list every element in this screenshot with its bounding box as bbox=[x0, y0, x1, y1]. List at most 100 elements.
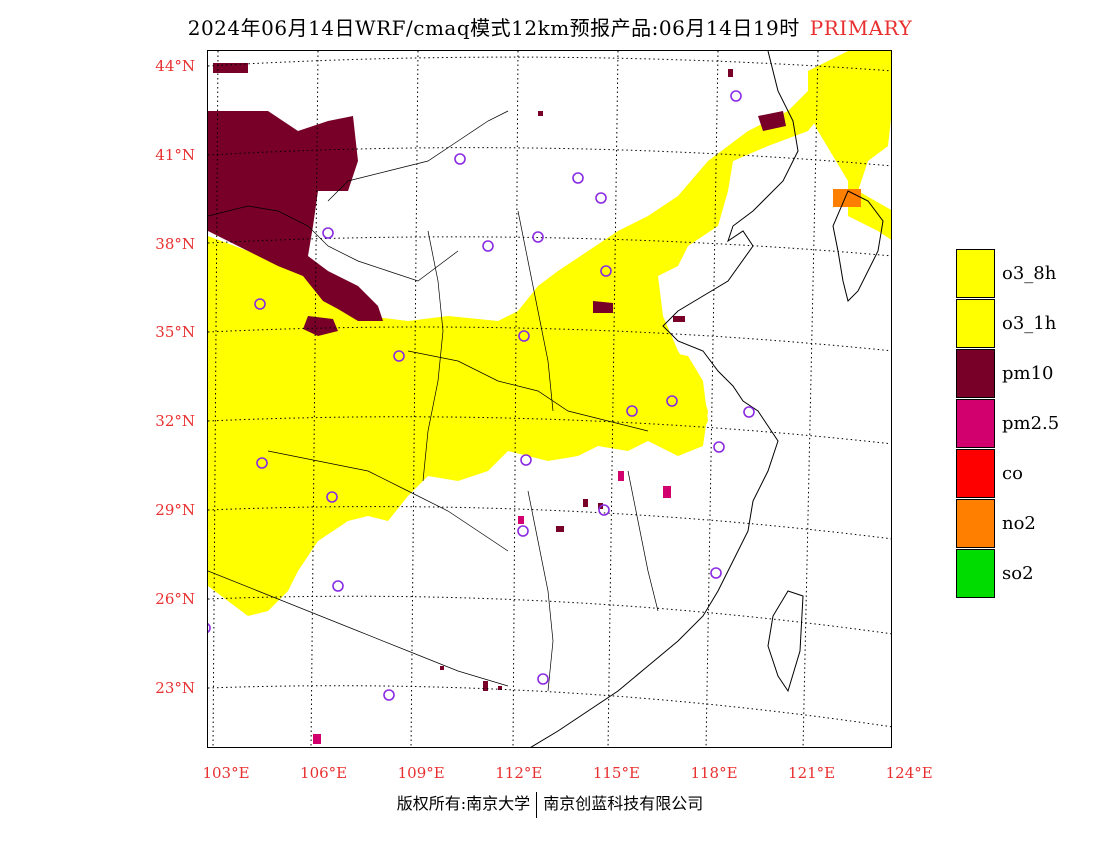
station-icon bbox=[326, 491, 338, 503]
lon-line bbox=[212, 51, 219, 747]
station-icon bbox=[393, 350, 405, 362]
lon-line bbox=[310, 51, 319, 747]
o3-region bbox=[208, 51, 891, 616]
legend-swatch bbox=[956, 499, 995, 548]
coast-main bbox=[530, 51, 799, 747]
legend-item-pm10: pm10 bbox=[956, 349, 1096, 399]
lon-line bbox=[705, 51, 719, 747]
station-icon bbox=[710, 567, 722, 579]
lon-label: 124°E bbox=[885, 764, 933, 782]
border bbox=[517, 210, 554, 412]
footer-right: 南京创蓝科技有限公司 bbox=[543, 794, 704, 813]
province-borders bbox=[208, 110, 659, 692]
coast-korea bbox=[832, 190, 884, 302]
o3-jiangsu bbox=[658, 351, 708, 446]
legend-label: no2 bbox=[1002, 513, 1036, 534]
pm10-cell bbox=[673, 316, 685, 322]
pm10-cell bbox=[498, 686, 502, 690]
station-icon bbox=[208, 623, 211, 633]
lon-line bbox=[802, 51, 819, 747]
pm25-cell bbox=[663, 486, 671, 498]
station-icon bbox=[713, 441, 725, 453]
lon-label: 106°E bbox=[300, 764, 348, 782]
lon-label: 103°E bbox=[202, 764, 250, 782]
no2-cell bbox=[833, 189, 861, 207]
station-icon bbox=[537, 673, 549, 685]
station-icon bbox=[517, 525, 529, 537]
station-icon bbox=[743, 406, 755, 418]
pm10-dalian bbox=[758, 111, 786, 131]
border bbox=[208, 205, 459, 282]
title-tag: PRIMARY bbox=[809, 16, 913, 40]
o3-west-main bbox=[208, 51, 868, 616]
pm25-cell bbox=[518, 516, 524, 524]
map-title: 2024年06月14日WRF/cmaq模式12km预报产品:06月14日19时 P… bbox=[0, 12, 1100, 41]
station-markers bbox=[208, 90, 755, 701]
station-icon bbox=[666, 395, 678, 407]
station-icon bbox=[595, 192, 607, 204]
lon-line bbox=[410, 51, 419, 747]
legend-item-no2: no2 bbox=[956, 499, 1096, 549]
legend-label: pm10 bbox=[1002, 363, 1054, 384]
station-icon bbox=[454, 153, 466, 165]
station-icon bbox=[482, 240, 494, 252]
border bbox=[422, 230, 444, 482]
pm10-lanzhou bbox=[303, 316, 338, 336]
border bbox=[627, 470, 659, 612]
legend-swatch bbox=[956, 449, 995, 498]
coastline bbox=[530, 51, 884, 747]
footer-left: 版权所有:南京大学 bbox=[396, 794, 531, 813]
lon-line bbox=[607, 51, 619, 747]
legend-item-so2: so2 bbox=[956, 549, 1096, 599]
legend-label: so2 bbox=[1002, 563, 1034, 584]
footer-credit: 版权所有:南京大学 南京创蓝科技有限公司 bbox=[0, 790, 1100, 818]
legend-item-pm25: pm2.5 bbox=[956, 399, 1096, 449]
pm10-cell bbox=[483, 681, 488, 691]
pm10-cell bbox=[538, 111, 543, 116]
border bbox=[208, 570, 509, 687]
lat-label: 38°N bbox=[155, 234, 195, 253]
lat-label: 23°N bbox=[155, 678, 195, 697]
legend: o3_8h o3_1h pm10 pm2.5 co no2 so2 bbox=[956, 249, 1096, 599]
pm10-cell bbox=[556, 526, 564, 532]
border bbox=[267, 450, 509, 552]
lon-label: 121°E bbox=[788, 764, 836, 782]
lon-label: 112°E bbox=[495, 764, 543, 782]
lat-line bbox=[208, 595, 891, 635]
station-icon bbox=[572, 172, 584, 184]
pm10-hebei bbox=[593, 301, 613, 313]
pm10-cell bbox=[728, 69, 733, 77]
o3-northeast bbox=[808, 51, 891, 240]
lon-line bbox=[512, 51, 519, 747]
legend-label: co bbox=[1002, 463, 1023, 484]
station-icon bbox=[322, 227, 334, 239]
legend-swatch bbox=[956, 549, 995, 598]
lat-label: 44°N bbox=[155, 57, 195, 75]
lat-label: 29°N bbox=[155, 501, 195, 519]
title-main: 2024年06月14日WRF/cmaq模式12km预报产品:06月14日19时 bbox=[187, 16, 800, 40]
lon-label: 109°E bbox=[397, 764, 445, 782]
pm25-cell bbox=[618, 471, 624, 481]
lat-label: 26°N bbox=[155, 589, 195, 608]
lat-label: 32°N bbox=[155, 412, 195, 431]
legend-label: pm2.5 bbox=[1002, 413, 1060, 434]
forecast-map[interactable] bbox=[207, 50, 892, 748]
station-icon bbox=[518, 330, 530, 342]
legend-swatch bbox=[956, 399, 995, 448]
station-icon bbox=[626, 405, 638, 417]
pm25-region bbox=[313, 471, 671, 744]
station-icon bbox=[254, 298, 266, 310]
border bbox=[407, 350, 649, 432]
pm10-cell bbox=[440, 666, 444, 670]
pm10-cell bbox=[583, 499, 588, 507]
legend-label: o3_1h bbox=[1002, 313, 1057, 334]
legend-item-co: co bbox=[956, 449, 1096, 499]
lon-label: 118°E bbox=[690, 764, 738, 782]
station-icon bbox=[520, 454, 532, 466]
lat-line bbox=[208, 685, 891, 728]
border bbox=[327, 110, 509, 202]
station-icon bbox=[332, 580, 344, 592]
legend-swatch bbox=[956, 249, 995, 298]
map-canvas bbox=[208, 51, 891, 747]
legend-swatch bbox=[956, 299, 995, 348]
